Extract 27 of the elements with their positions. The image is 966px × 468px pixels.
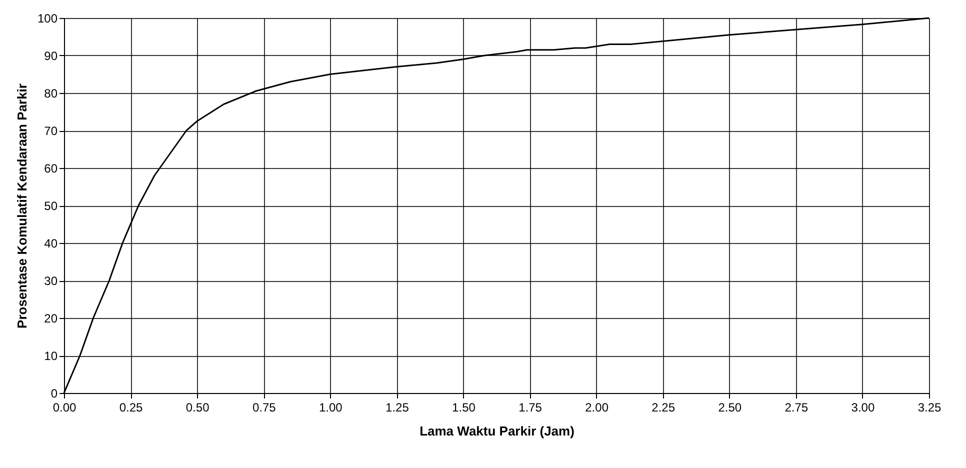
x-tick-label: 2.25 xyxy=(652,400,676,414)
y-tick-label: 60 xyxy=(44,162,58,176)
y-tick-label: 50 xyxy=(44,199,58,213)
x-tick-label: 2.50 xyxy=(718,400,742,414)
x-tick-label: 3.25 xyxy=(918,400,942,414)
y-tick-label: 100 xyxy=(37,12,58,26)
x-tick-label: 2.75 xyxy=(784,400,808,414)
x-tick-label: 0.00 xyxy=(52,400,76,414)
x-tick-label: 0.25 xyxy=(119,400,144,414)
x-tick-label: 1.25 xyxy=(386,400,410,414)
x-tick-label: 2.00 xyxy=(585,400,609,414)
y-tick-label: 80 xyxy=(44,86,58,100)
x-tick-label: 3.00 xyxy=(851,400,875,414)
y-tick-label: 40 xyxy=(44,236,58,250)
y-tick-label: 10 xyxy=(44,349,58,363)
x-tick-label: 1.75 xyxy=(518,400,542,414)
y-tick-label: 20 xyxy=(44,312,58,326)
y-tick-label: 0 xyxy=(50,386,58,400)
y-axis-title: Prosentase Komulatif Kendaraan Parkir xyxy=(14,84,30,328)
x-tick-label: 1.00 xyxy=(318,400,343,414)
x-tick-label: 0.50 xyxy=(186,400,210,414)
x-axis-title: Lama Waktu Parkir (Jam) xyxy=(420,424,574,438)
y-tick-label: 90 xyxy=(44,49,58,63)
x-tick-label: 1.50 xyxy=(452,400,476,414)
y-tick-label: 30 xyxy=(44,274,58,288)
y-tick-label: 70 xyxy=(44,124,58,138)
x-tick-label: 0.75 xyxy=(252,400,276,414)
